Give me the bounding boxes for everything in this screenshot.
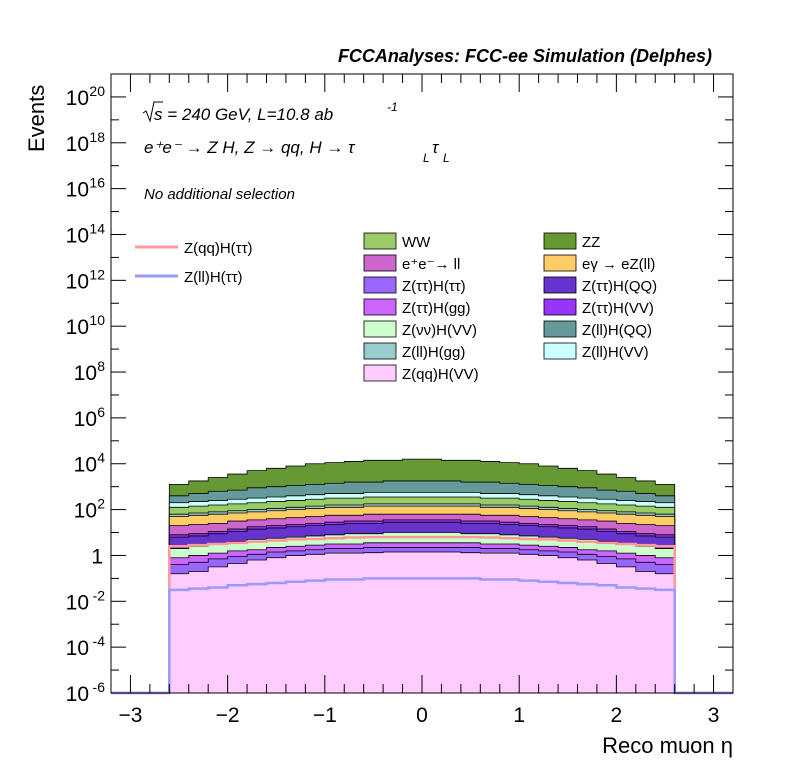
- signal-line-0: [111, 535, 733, 695]
- y-tick-label-exp: 16: [89, 175, 105, 191]
- y-tick-label-base: 10: [74, 454, 97, 477]
- y-tick-label-base: 10: [74, 500, 97, 523]
- legend-label: Z(qq)H(ττ): [184, 240, 253, 257]
- x-tick-label: −1: [313, 704, 337, 727]
- legend-label: Z(qq)H(VV): [402, 366, 479, 383]
- y-tick-label-exp: 18: [89, 129, 105, 145]
- annotation-process-sub-2: L: [443, 151, 450, 165]
- y-tick-label-base: 10: [66, 683, 89, 706]
- x-tick-label: 3: [708, 704, 720, 727]
- legend-label: Z(νν)H(VV): [402, 322, 477, 339]
- annotation-energy-text: s = 240 GeV, L=10.8 ab: [154, 105, 333, 124]
- legend-label: Z(ll)H(ττ): [184, 269, 243, 286]
- legend-label: Z(ll)H(QQ): [582, 322, 652, 339]
- y-tick-label-exp: 8: [97, 358, 105, 374]
- legend-label: Z(ll)H(VV): [582, 344, 649, 361]
- legend-label: ZZ: [582, 234, 600, 251]
- y-axis: 2010181016101410121010108106104102101-21…: [66, 73, 733, 706]
- legend-swatch-3: [543, 298, 577, 316]
- legend-signals: Z(qq)H(ττ) Z(ll)H(ττ): [135, 240, 253, 286]
- legend-backgrounds-1: WW e⁺e⁻→ ll Z(ττ)H(ττ) Z(ττ)H(gg) Z(νν)H(VV)…: [363, 232, 479, 383]
- y-tick-label-base: 10: [66, 133, 89, 156]
- y-tick-label-base: 10: [66, 270, 89, 293]
- legend-swatch-5: [363, 342, 397, 360]
- x-axis-label: Reco muon η: [602, 733, 733, 758]
- annotation-selection: No additional selection: [144, 186, 295, 203]
- y-tick-label-base: 10: [74, 362, 97, 385]
- legend-swatch-1: [363, 254, 397, 272]
- y-tick-label: 1: [91, 545, 103, 568]
- legend-label: Z(ττ)H(gg): [402, 300, 471, 317]
- y-tick-label-exp: 6: [97, 404, 105, 420]
- y-tick-label-exp: 10: [89, 312, 105, 328]
- legend-backgrounds-2: ZZ eγ → eZ(ll) Z(ττ)H(QQ) Z(ττ)H(VV) Z(ll)H(…: [543, 232, 657, 361]
- y-axis-label: Events: [24, 85, 49, 152]
- x-tick-label: 0: [416, 704, 428, 727]
- y-tick-label-exp: 14: [89, 220, 105, 236]
- legend-swatch-1: [543, 254, 577, 272]
- x-axis: −3 −2 −1 0 1 2 3: [110, 74, 734, 727]
- signal-lines: [111, 535, 733, 695]
- y-tick-label-base: 10: [66, 316, 89, 339]
- stack-0: [168, 551, 676, 694]
- x-tick-label: −3: [118, 704, 142, 727]
- y-tick-label-exp: 20: [89, 83, 105, 99]
- y-tick-label-base: 10: [66, 224, 89, 247]
- legend-swatch-3: [363, 298, 397, 316]
- y-tick-label-base: 10: [74, 408, 97, 431]
- legend-label: WW: [402, 234, 431, 251]
- stack-bars: [168, 458, 676, 694]
- legend-label: e⁺e⁻→ ll: [402, 256, 460, 273]
- annotation-process-tau: τ: [432, 138, 440, 157]
- y-tick-label-base: 10: [66, 637, 89, 660]
- legend-swatch-6: [363, 364, 397, 382]
- legend-swatch-5: [543, 342, 577, 360]
- y-tick-label-exp: -4: [93, 633, 106, 649]
- y-tick-label-base: 10: [66, 87, 89, 110]
- chart-title: FCCAnalyses: FCC-ee Simulation (Delphes): [338, 46, 712, 66]
- annotation-process-text: e⁺e⁻ → Z H, Z → qq, H → τ: [144, 138, 356, 157]
- legend-swatch-4: [363, 320, 397, 338]
- annotation-energy-exp: -1: [387, 100, 398, 114]
- y-tick-label-exp: -6: [93, 679, 106, 695]
- x-tick-label: −2: [216, 704, 240, 727]
- signal-line-1: [111, 577, 733, 695]
- y-tick-label-base: 10: [66, 179, 89, 202]
- annotation-process-sub: L: [423, 151, 430, 165]
- legend-label: eγ → eZ(ll): [582, 256, 655, 273]
- legend-swatch-4: [543, 320, 577, 338]
- y-tick-label-exp: -2: [93, 587, 106, 603]
- x-tick-label: 2: [611, 704, 623, 727]
- legend-label: Z(ττ)H(QQ): [582, 278, 657, 295]
- annotation-process: e⁺e⁻ → Z H, Z → qq, H → τ L τ L: [144, 138, 450, 165]
- annotation-energy: s = 240 GeV, L=10.8 ab -1: [142, 100, 398, 124]
- legend-label: Z(ll)H(gg): [402, 344, 465, 361]
- legend-swatch-2: [543, 276, 577, 294]
- legend-swatch-2: [363, 276, 397, 294]
- y-tick-label-exp: 2: [97, 496, 105, 512]
- sqrt-icon: [142, 101, 163, 123]
- legend-label: Z(ττ)H(VV): [582, 300, 654, 317]
- legend-swatch-0: [543, 232, 577, 250]
- legend-swatch-0: [363, 232, 397, 250]
- y-tick-label-exp: 4: [97, 450, 105, 466]
- x-tick-label: 1: [513, 704, 525, 727]
- y-tick-label-exp: 12: [89, 266, 105, 282]
- y-tick-label-base: 10: [66, 591, 89, 614]
- legend-label: Z(ττ)H(ττ): [402, 278, 466, 295]
